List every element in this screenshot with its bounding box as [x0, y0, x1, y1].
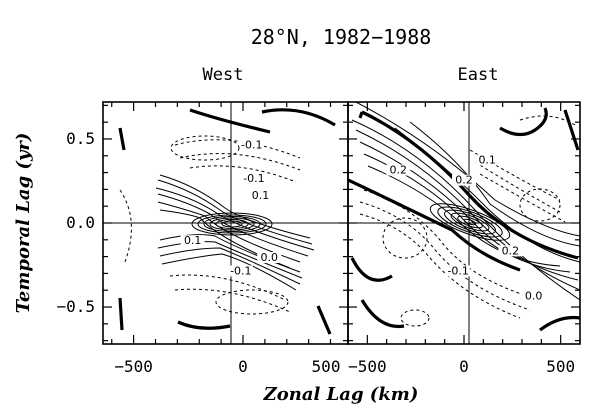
west-x-tick-label: −500 [114, 357, 153, 376]
east-x-tick-label: 500 [546, 357, 575, 376]
west-contour-field [118, 108, 336, 335]
west-contour-label-bg [248, 189, 273, 201]
west-x-tick-label-500: 500 [312, 357, 341, 376]
y-tick-label: −0.5 [56, 297, 95, 316]
east-contour-label-bg [446, 265, 471, 277]
east-x-tick-label: 0 [459, 357, 469, 376]
west-contour-label-bg [228, 265, 253, 277]
figure-title: 28°N, 1982−1988 [251, 25, 432, 49]
west-contour-label-bg [241, 172, 266, 184]
y-tick-label: 0.5 [66, 129, 95, 148]
east-contour-label-bg [498, 245, 523, 257]
east-contour-label: 0.2 [502, 244, 520, 257]
east-contour-label: 0.0 [525, 290, 543, 303]
y-tick-label: 0.0 [66, 213, 95, 232]
east-contour-label: 0.2 [390, 164, 408, 177]
east-contour-label: 0.1 [478, 154, 496, 167]
west-contour-label: 0.1 [184, 234, 202, 247]
west-contour-label-bg [257, 251, 282, 263]
east-contour-label: 0.2 [455, 174, 473, 187]
east-contour-label-bg [386, 164, 411, 176]
east-panel-title: East [458, 65, 499, 85]
west-x-tick-label: 0 [238, 357, 248, 376]
west-contour-label: 0.1 [252, 189, 270, 202]
east-contour-label: -0.1 [447, 264, 468, 277]
west-contour-label: 0.0 [261, 251, 279, 264]
east-contour-label-bg [475, 154, 500, 166]
y-axis-label: Temporal Lag (yr) [13, 133, 34, 314]
east-x-tick-label: −500 [348, 357, 387, 376]
west-contour-label: -0.1 [241, 138, 262, 151]
west-contour-label-bg [180, 235, 205, 247]
east-contour-label-bg [452, 174, 476, 186]
west-contour-label: -0.1 [243, 172, 264, 185]
west-panel-title: West [203, 65, 244, 85]
x-axis-label: Zonal Lag (km) [263, 384, 419, 405]
east-contour-label-bg [521, 290, 546, 302]
west-contour-label: -0.1 [230, 264, 251, 277]
west-contour-label-bg [239, 139, 264, 151]
